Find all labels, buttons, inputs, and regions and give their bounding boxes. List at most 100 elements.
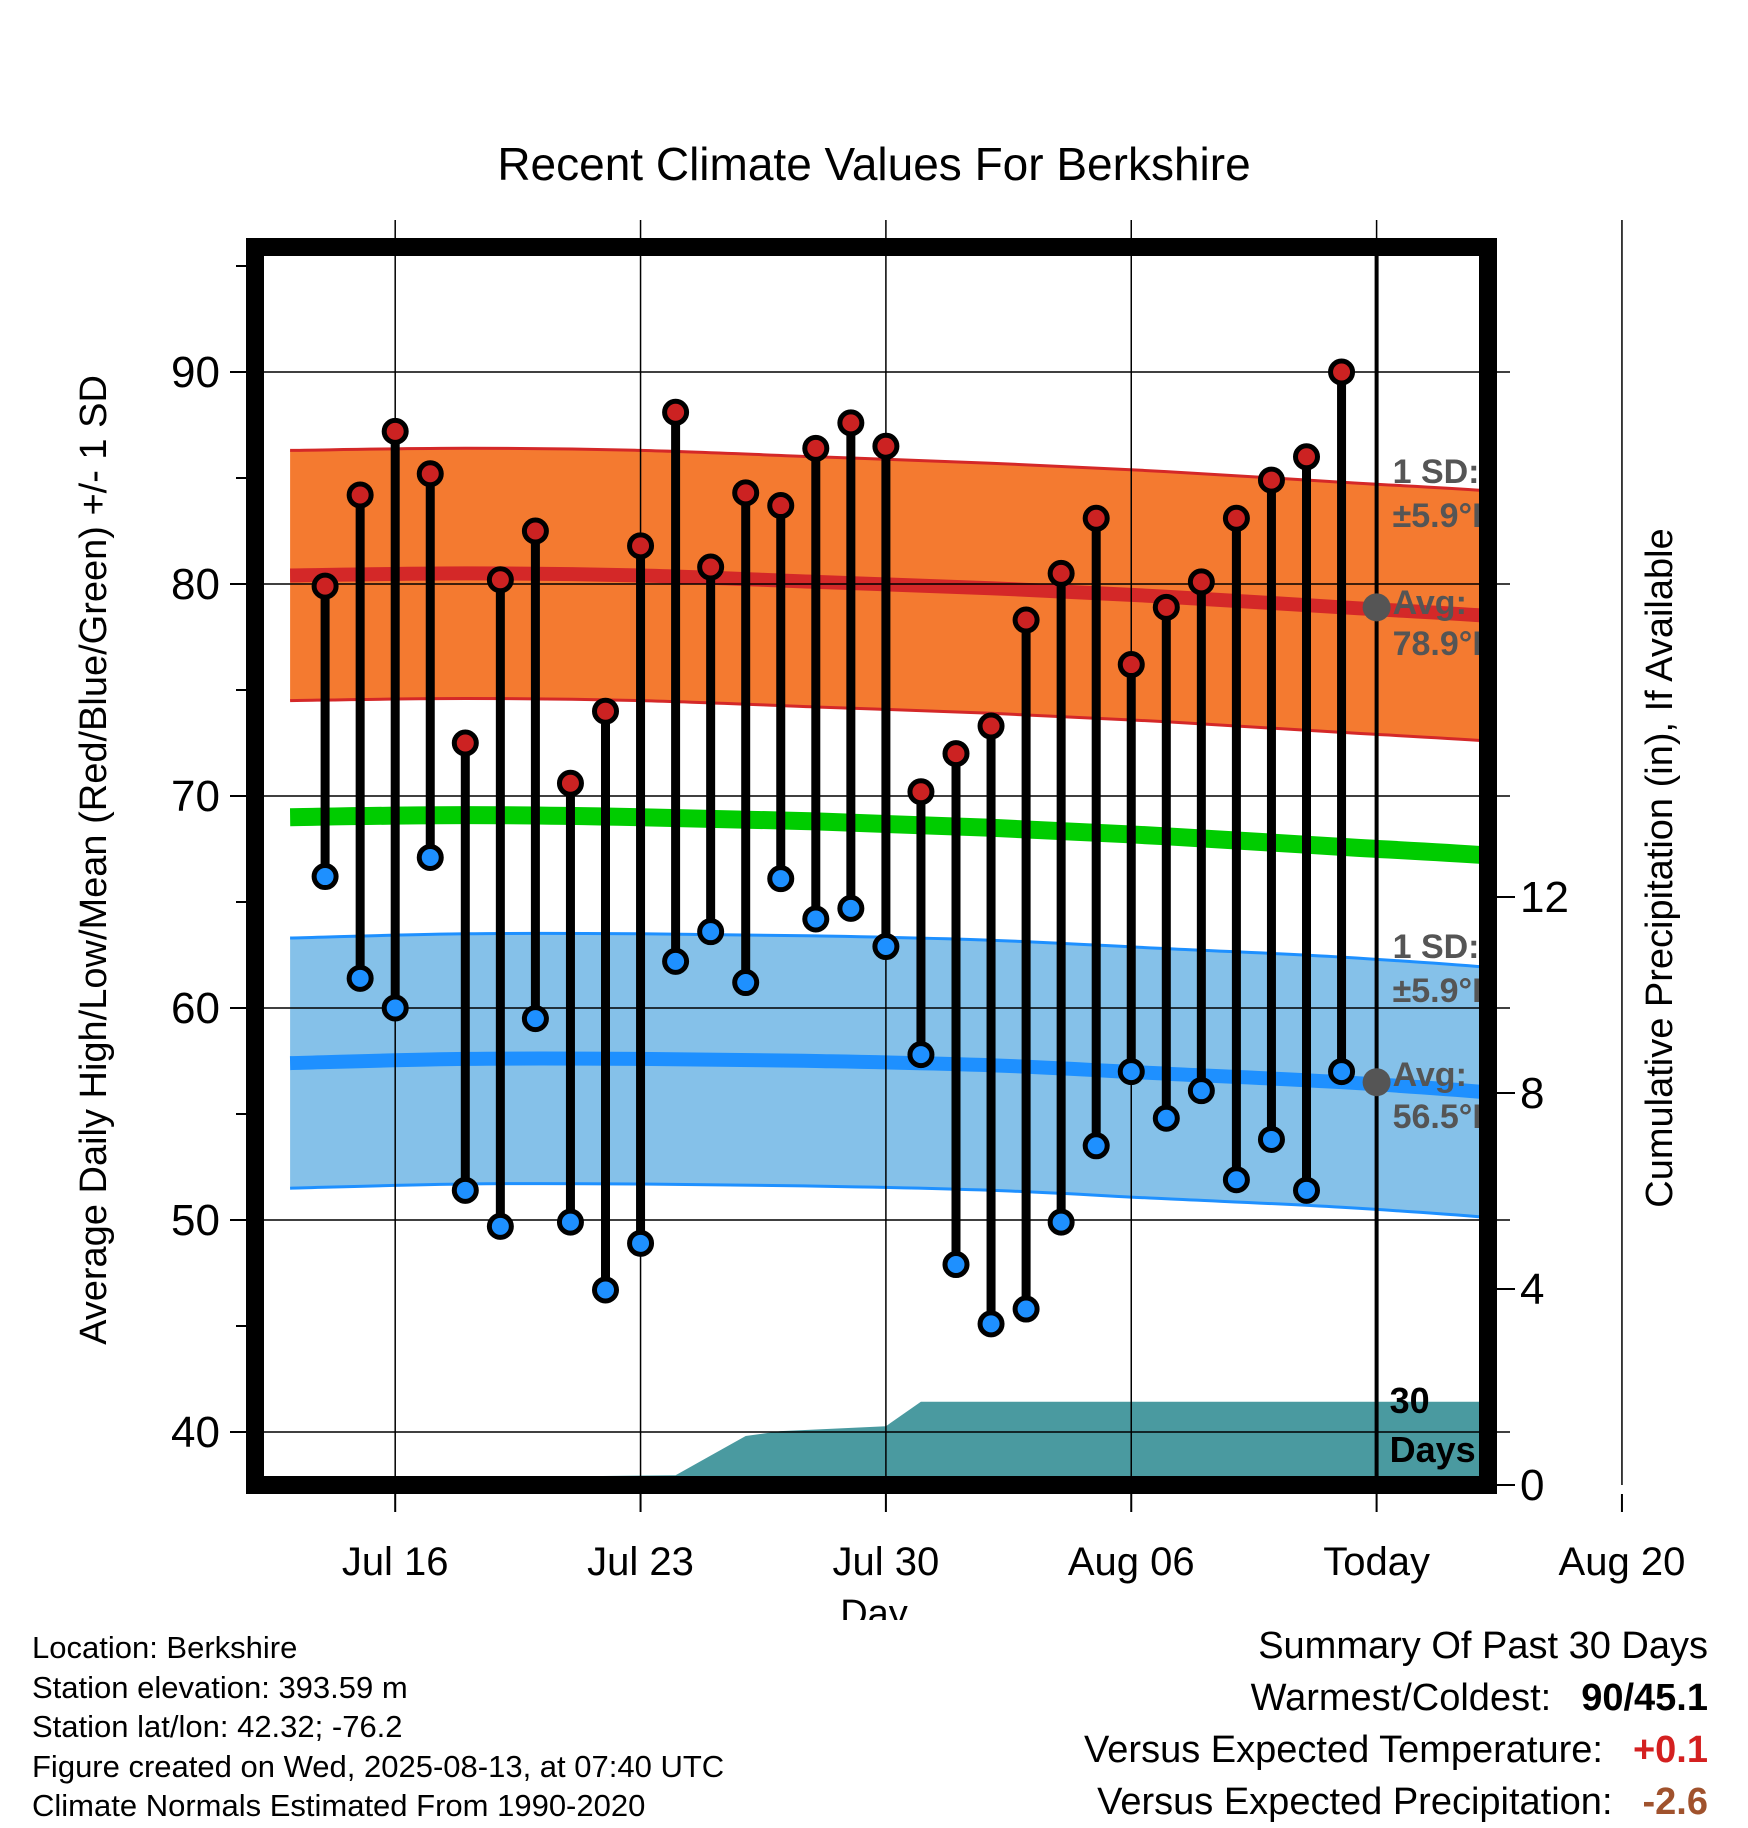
elevation-text: Station elevation: 393.59 m bbox=[32, 1669, 408, 1705]
high-marker bbox=[486, 566, 514, 594]
summary-temp-row: Versus Expected Temperature: +0.1 bbox=[1084, 1724, 1708, 1776]
low-marker bbox=[556, 1208, 584, 1236]
y-axis-label-left: Average Daily High/Low/Mean (Red/Blue/Gr… bbox=[73, 375, 115, 1345]
days-word: Days bbox=[1390, 1429, 1476, 1470]
warmest-value: 90/45.1 bbox=[1581, 1677, 1708, 1719]
y-axis-label-right: Cumulative Precipitation (in), If Availa… bbox=[1639, 528, 1681, 1207]
low-marker bbox=[346, 964, 374, 992]
day-1 bbox=[346, 481, 374, 992]
high-marker bbox=[732, 479, 760, 507]
low-marker bbox=[837, 894, 865, 922]
low-marker bbox=[1222, 1166, 1250, 1194]
precip-value: -2.6 bbox=[1642, 1781, 1708, 1823]
high-marker bbox=[556, 769, 584, 797]
day-14 bbox=[802, 434, 830, 933]
low-marker bbox=[942, 1251, 970, 1279]
day-8 bbox=[592, 697, 619, 1304]
day-26 bbox=[1222, 504, 1250, 1194]
high-marker bbox=[311, 572, 339, 600]
created-text: Figure created on Wed, 2025-08-13, at 07… bbox=[32, 1748, 725, 1784]
day-18 bbox=[942, 740, 970, 1279]
climate-chart: Recent Climate Values For Berkshire 1 SD… bbox=[73, 138, 1685, 1620]
location-text: Location: Berkshire bbox=[32, 1630, 298, 1665]
temp-value: +0.1 bbox=[1632, 1729, 1708, 1771]
low-marker bbox=[1047, 1208, 1075, 1236]
low-marker bbox=[1117, 1058, 1145, 1086]
day-7 bbox=[556, 769, 584, 1236]
day-4 bbox=[451, 729, 479, 1204]
high-marker bbox=[1328, 358, 1356, 386]
low-marker bbox=[1012, 1295, 1040, 1323]
x-axis-label: Day bbox=[840, 1593, 908, 1620]
summary-heading: Summary Of Past 30 Days bbox=[1258, 1625, 1708, 1667]
day-10 bbox=[662, 398, 690, 975]
low-sd-value: ±5.9°F bbox=[1393, 972, 1493, 1010]
low-marker bbox=[662, 947, 690, 975]
high-marker bbox=[1187, 568, 1215, 596]
low-avg-value: 56.5°F bbox=[1393, 1098, 1494, 1136]
high-marker bbox=[1222, 504, 1250, 532]
x-tick-label: Jul 23 bbox=[587, 1540, 694, 1584]
low-marker bbox=[592, 1276, 619, 1304]
high-marker bbox=[802, 434, 830, 462]
x-tick-label: Aug 06 bbox=[1068, 1540, 1195, 1584]
low-marker bbox=[1328, 1058, 1356, 1086]
high-sd-label: 1 SD: bbox=[1393, 453, 1480, 491]
day-3 bbox=[416, 460, 444, 871]
y-right-tick-label: 4 bbox=[1520, 1265, 1544, 1314]
low-marker bbox=[802, 905, 830, 933]
warmest-label: Warmest/Coldest: bbox=[1250, 1677, 1552, 1719]
day-29 bbox=[1328, 358, 1356, 1086]
high-marker bbox=[1082, 504, 1110, 532]
chart-title: Recent Climate Values For Berkshire bbox=[497, 138, 1250, 190]
day-27 bbox=[1257, 466, 1285, 1153]
high-marker bbox=[1012, 606, 1040, 634]
y-left-tick-label: 80 bbox=[171, 560, 220, 609]
station-info: Location: Berkshire Station elevation: 3… bbox=[32, 1628, 724, 1826]
day-22 bbox=[1082, 504, 1110, 1160]
low-sd-label: 1 SD: bbox=[1393, 928, 1480, 966]
day-5 bbox=[486, 566, 514, 1240]
high-marker bbox=[381, 417, 409, 445]
today-high-normal-dot bbox=[1362, 593, 1391, 622]
summary-panel: Summary Of Past 30 Days Warmest/Coldest:… bbox=[1084, 1620, 1708, 1828]
low-marker bbox=[1257, 1125, 1285, 1153]
day-24 bbox=[1152, 593, 1180, 1132]
x-tick-label: Jul 30 bbox=[833, 1540, 940, 1584]
high-avg-label: Avg: bbox=[1393, 584, 1467, 622]
latlon-text: Station lat/lon: 42.32; -76.2 bbox=[32, 1709, 403, 1744]
high-sd-value: ±5.9°F bbox=[1393, 497, 1493, 535]
day-21 bbox=[1047, 559, 1075, 1236]
y-left-tick-label: 40 bbox=[171, 1408, 220, 1457]
high-marker bbox=[697, 553, 725, 581]
high-marker bbox=[942, 740, 970, 768]
low-marker bbox=[486, 1212, 514, 1240]
high-marker bbox=[1117, 651, 1145, 679]
day-2 bbox=[381, 417, 409, 1022]
low-marker bbox=[907, 1041, 935, 1069]
high-marker bbox=[1152, 593, 1180, 621]
low-marker bbox=[1082, 1132, 1110, 1160]
high-marker bbox=[977, 712, 1005, 740]
low-marker bbox=[697, 918, 725, 946]
y-left-tick-label: 70 bbox=[171, 772, 220, 821]
summary-warmest-row: Warmest/Coldest: 90/45.1 bbox=[1084, 1672, 1708, 1724]
high-avg-value: 78.9°F bbox=[1393, 625, 1494, 663]
day-12 bbox=[732, 479, 760, 997]
day-13 bbox=[767, 492, 795, 893]
x-tick-label: Jul 16 bbox=[342, 1540, 449, 1584]
summary-precip-row: Versus Expected Precipitation: -2.6 bbox=[1084, 1776, 1708, 1828]
high-normal-line bbox=[290, 566, 1488, 623]
precip-area bbox=[290, 1401, 1488, 1485]
normals-text: Climate Normals Estimated From 1990-2020 bbox=[32, 1788, 646, 1823]
high-marker bbox=[872, 432, 900, 460]
axes: 40 50 60 70 80 90 0 4 8 12 Jul 16 Jul 23 Jul 30 Aug 0… bbox=[171, 238, 1685, 1584]
y-right-tick-label: 12 bbox=[1520, 873, 1569, 922]
day-9 bbox=[627, 532, 655, 1257]
high-marker bbox=[907, 778, 935, 806]
low-marker bbox=[627, 1229, 655, 1257]
low-marker bbox=[1152, 1104, 1180, 1132]
y-right-tick-label: 8 bbox=[1520, 1069, 1544, 1118]
y-left-tick-label: 50 bbox=[171, 1196, 220, 1245]
